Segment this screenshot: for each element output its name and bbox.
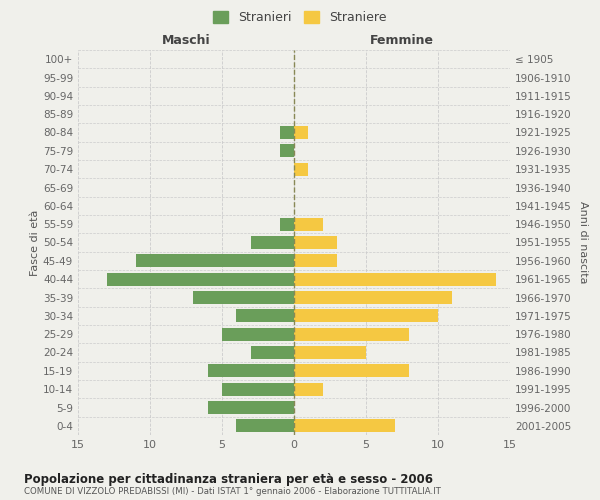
Bar [294,382,323,396]
Bar [251,346,294,359]
Text: Femmine: Femmine [370,34,434,48]
Bar [107,272,294,286]
Bar [222,382,294,396]
Bar [136,254,294,268]
Bar [236,419,294,432]
Bar [222,328,294,341]
Bar [251,236,294,249]
Bar [294,126,308,139]
Bar [208,364,294,378]
Bar [294,419,395,432]
Bar [193,291,294,304]
Legend: Stranieri, Straniere: Stranieri, Straniere [208,6,392,29]
Bar [294,218,323,231]
Bar [294,254,337,268]
Bar [236,309,294,322]
Bar [208,401,294,414]
Bar [280,126,294,139]
Bar [294,328,409,341]
Text: COMUNE DI VIZZOLO PREDABISSI (MI) - Dati ISTAT 1° gennaio 2006 - Elaborazione TU: COMUNE DI VIZZOLO PREDABISSI (MI) - Dati… [24,488,441,496]
Bar [294,236,337,249]
Bar [294,272,496,286]
Bar [280,218,294,231]
Bar [294,291,452,304]
Y-axis label: Fasce di età: Fasce di età [30,210,40,276]
Bar [280,144,294,158]
Text: Maschi: Maschi [161,34,211,48]
Bar [294,162,308,176]
Bar [294,364,409,378]
Y-axis label: Anni di nascita: Anni di nascita [578,201,588,284]
Bar [294,309,438,322]
Text: Popolazione per cittadinanza straniera per età e sesso - 2006: Popolazione per cittadinanza straniera p… [24,472,433,486]
Bar [294,346,366,359]
